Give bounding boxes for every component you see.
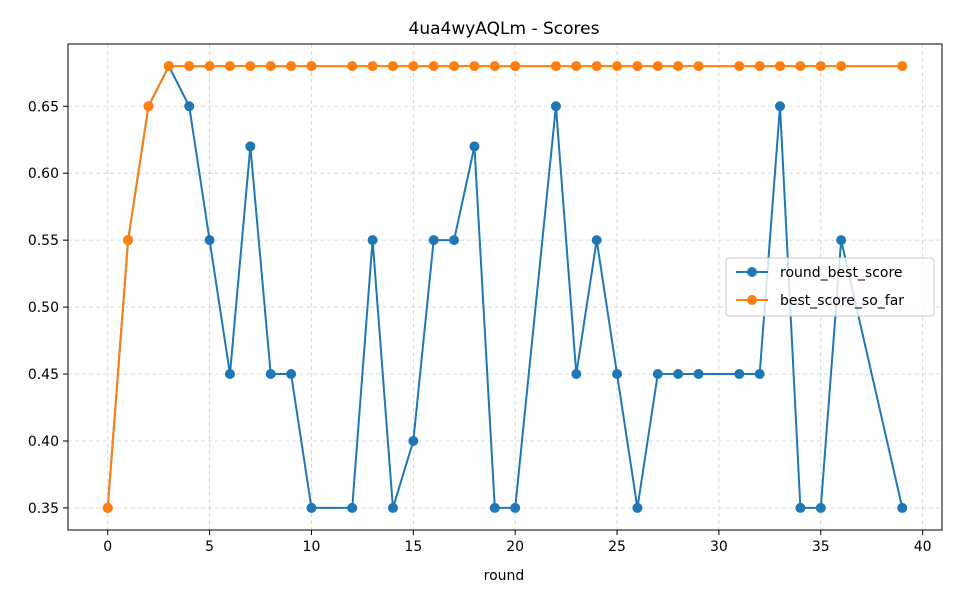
data-point <box>815 61 826 72</box>
legend-box <box>725 257 935 317</box>
data-point <box>754 61 765 72</box>
data-point <box>245 141 256 152</box>
data-point <box>102 502 113 513</box>
legend-marker <box>747 267 757 277</box>
data-point <box>387 502 398 513</box>
data-point <box>775 61 786 72</box>
x-tick-label: 30 <box>710 539 728 555</box>
data-point <box>591 235 602 246</box>
data-point <box>408 435 419 446</box>
data-point <box>347 502 358 513</box>
chart-title: 4ua4wyAQLm - Scores <box>409 19 600 39</box>
data-point <box>245 61 256 72</box>
data-point <box>795 61 806 72</box>
data-point <box>815 502 826 513</box>
data-point <box>775 101 786 112</box>
y-tick-label: 0.45 <box>28 367 59 383</box>
legend-item: round_best_score <box>736 265 903 281</box>
data-point <box>489 61 500 72</box>
legend-label: best_score_so_far <box>780 293 904 309</box>
data-point <box>693 61 704 72</box>
data-point <box>224 61 235 72</box>
data-point <box>673 61 684 72</box>
data-point <box>571 61 582 72</box>
data-point <box>347 61 358 72</box>
x-tick-label: 10 <box>303 539 321 555</box>
data-point <box>897 61 908 72</box>
data-point <box>428 61 439 72</box>
data-point <box>795 502 806 513</box>
legend-marker <box>747 295 757 305</box>
data-point <box>367 61 378 72</box>
x-tick-label: 35 <box>812 539 830 555</box>
data-point <box>612 369 623 380</box>
legend-label: round_best_score <box>780 265 903 281</box>
data-point <box>652 369 663 380</box>
y-tick-label: 0.50 <box>28 300 59 316</box>
data-point <box>836 61 847 72</box>
x-tick-label: 20 <box>506 539 524 555</box>
y-tick-label: 0.35 <box>28 501 59 517</box>
data-point <box>265 369 276 380</box>
series-layer <box>102 61 908 513</box>
data-point <box>489 502 500 513</box>
data-point <box>571 369 582 380</box>
x-tick-label: 25 <box>608 539 626 555</box>
data-point <box>265 61 276 72</box>
data-point <box>184 101 195 112</box>
x-axis: 0 5 10 15 20 25 30 35 40 <box>103 530 932 555</box>
data-point <box>469 61 480 72</box>
x-tick-label: 5 <box>205 539 214 555</box>
data-point <box>428 235 439 246</box>
data-point <box>224 369 235 380</box>
data-point <box>612 61 623 72</box>
data-point <box>449 235 460 246</box>
data-point <box>734 369 745 380</box>
plot-area-frame <box>67 43 943 531</box>
data-point <box>387 61 398 72</box>
data-point <box>510 502 521 513</box>
x-tick-label: 0 <box>103 539 112 555</box>
data-point <box>204 235 215 246</box>
data-point <box>143 101 154 112</box>
data-point <box>693 369 704 380</box>
data-point <box>123 235 134 246</box>
data-point <box>754 369 765 380</box>
series-best-score-so-far <box>102 61 908 513</box>
data-point <box>408 61 419 72</box>
y-tick-label: 0.55 <box>28 233 59 249</box>
y-axis: 0.35 0.40 0.45 0.50 0.55 0.60 0.65 <box>28 99 68 517</box>
data-point <box>449 61 460 72</box>
data-point <box>897 502 908 513</box>
x-tick-label: 40 <box>914 539 932 555</box>
data-point <box>204 61 215 72</box>
data-point <box>652 61 663 72</box>
data-point <box>734 61 745 72</box>
y-tick-label: 0.65 <box>28 99 59 115</box>
data-point <box>836 235 847 246</box>
data-point <box>163 61 174 72</box>
x-tick-label: 15 <box>404 539 422 555</box>
data-point <box>469 141 480 152</box>
data-point <box>306 502 317 513</box>
data-point <box>550 101 561 112</box>
x-axis-label: round <box>484 568 525 584</box>
legend-item: best_score_so_far <box>736 293 904 309</box>
data-point <box>632 502 643 513</box>
data-point <box>550 61 561 72</box>
data-point <box>286 369 297 380</box>
y-tick-label: 0.60 <box>28 166 59 182</box>
data-point <box>306 61 317 72</box>
y-tick-label: 0.40 <box>28 434 59 450</box>
data-point <box>286 61 297 72</box>
data-point <box>184 61 195 72</box>
data-point <box>591 61 602 72</box>
data-point <box>632 61 643 72</box>
legend: round_best_score best_score_so_far <box>725 257 935 317</box>
data-point <box>510 61 521 72</box>
data-point <box>367 235 378 246</box>
data-point <box>673 369 684 380</box>
